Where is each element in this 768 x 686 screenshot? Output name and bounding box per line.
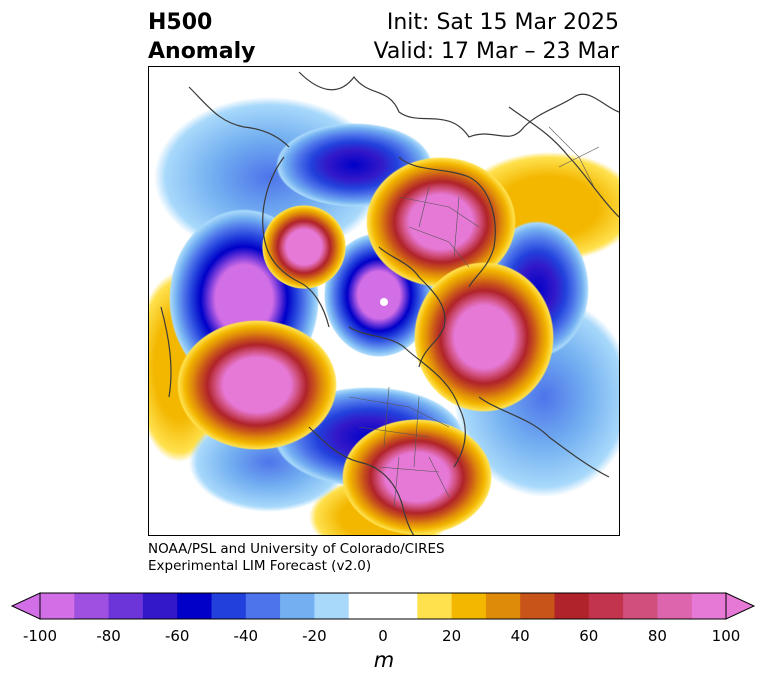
coastlines bbox=[160, 71, 619, 535]
colorbar-tick-label: 80 bbox=[647, 627, 667, 645]
colorbar-cell bbox=[520, 593, 556, 619]
colorbar-cell bbox=[383, 593, 418, 619]
colorbar-cell bbox=[40, 593, 75, 619]
colorbar-cell bbox=[417, 593, 453, 619]
north-pole-marker bbox=[380, 298, 388, 306]
colorbar-cells bbox=[10, 592, 756, 620]
colorbar-cell bbox=[485, 593, 521, 619]
colorbar-tick-label: 0 bbox=[378, 627, 388, 645]
colorbar-cell bbox=[554, 593, 590, 619]
ridge-united-states bbox=[342, 419, 492, 535]
ridge-pacific bbox=[177, 320, 337, 450]
colorbar-tick-label: -80 bbox=[96, 627, 121, 645]
title-valid-range: Valid: 17 Mar – 23 Mar bbox=[373, 39, 619, 64]
ridge-europe bbox=[366, 157, 516, 287]
colorbar-tick-label: 100 bbox=[711, 627, 741, 645]
positive-anomaly-layer bbox=[177, 157, 554, 535]
political-borders bbox=[348, 126, 600, 508]
colorbar-tick-label: 60 bbox=[579, 627, 599, 645]
colorbar-cell bbox=[142, 593, 178, 619]
credit-text: NOAA/PSL and University of Colorado/CIRE… bbox=[148, 541, 445, 575]
colorbar-cell bbox=[211, 593, 247, 619]
colorbar-tick-label: 20 bbox=[442, 627, 462, 645]
credit-line-1: NOAA/PSL and University of Colorado/CIRE… bbox=[148, 541, 445, 557]
chart-title-left: H500 Anomaly bbox=[148, 8, 255, 66]
ridge-greenland bbox=[414, 262, 554, 412]
colorbar-cell bbox=[245, 593, 281, 619]
colorbar-cell bbox=[657, 593, 693, 619]
colorbar-tick-label: 40 bbox=[510, 627, 530, 645]
colorbar-cell bbox=[280, 593, 315, 619]
colorbar-tick-label: -60 bbox=[164, 627, 190, 645]
title-variable: H500 bbox=[148, 10, 213, 35]
anomaly-map-canvas bbox=[149, 71, 619, 535]
colorbar-tick-label: -100 bbox=[22, 627, 58, 645]
colorbar-extend-max bbox=[725, 592, 756, 620]
colorbar-tick-label: -20 bbox=[302, 627, 327, 645]
title-field-type: Anomaly bbox=[148, 39, 256, 64]
title-init-date: Init: Sat 15 Mar 2025 bbox=[386, 10, 619, 35]
colorbar-outline bbox=[39, 592, 727, 620]
colorbar-tick-label: -40 bbox=[233, 627, 259, 645]
colorbar-unit-label: m bbox=[373, 648, 395, 672]
colorbar-cell bbox=[314, 593, 350, 619]
colorbar-cell bbox=[74, 593, 110, 619]
colorbar-cell bbox=[177, 593, 213, 619]
colorbar-cell bbox=[451, 593, 487, 619]
colorbar bbox=[10, 592, 756, 620]
anomaly-map bbox=[148, 66, 620, 536]
credit-line-2: Experimental LIM Forecast (v2.0) bbox=[148, 558, 372, 574]
colorbar-cell bbox=[588, 593, 624, 619]
chart-title-right: Init: Sat 15 Mar 2025 Valid: 17 Mar – 23… bbox=[374, 8, 619, 66]
ridge-siberia bbox=[262, 205, 346, 289]
colorbar-cell bbox=[348, 593, 384, 619]
colorbar-cell bbox=[108, 593, 144, 619]
colorbar-cell bbox=[623, 593, 658, 619]
colorbar-cell bbox=[691, 593, 727, 619]
colorbar-extend-min bbox=[10, 592, 41, 620]
